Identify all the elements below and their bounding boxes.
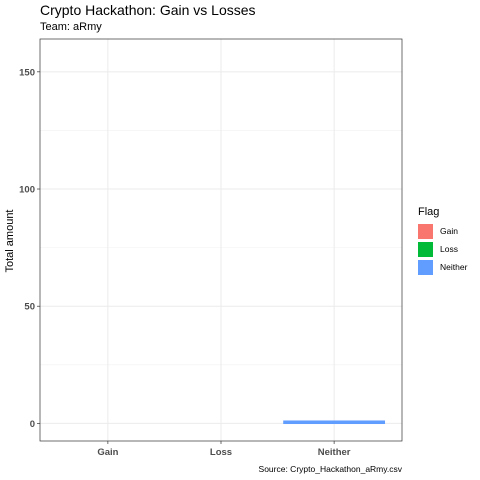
x-tick-label: Loss [210, 447, 232, 458]
legend-item-gain: Gain [418, 222, 467, 240]
chart-subtitle: Team: aRmy [40, 21, 102, 33]
legend-item-loss: Loss [418, 240, 467, 258]
legend-title: Flag [418, 206, 440, 218]
axes: 0 50 100 150 Gain Loss Neither [19, 67, 351, 458]
y-tick-label: 100 [19, 185, 35, 196]
y-tick-label: 150 [19, 67, 35, 78]
bars [283, 420, 386, 425]
chart-title: Crypto Hackathon: Gain vs Losses [40, 2, 256, 18]
legend-label-neither: Neither [440, 262, 468, 272]
legend-item-neither: Neither [418, 258, 467, 276]
x-tick-label: Gain [97, 447, 118, 458]
y-tick-label: 0 [30, 419, 35, 430]
bar-neither [283, 420, 386, 425]
legend: Flag Gain Loss Neither [418, 206, 467, 276]
legend-label-gain: Gain [440, 226, 458, 236]
legend-key-gain [418, 223, 433, 239]
x-tick-label: Neither [318, 447, 351, 458]
y-tick-label: 50 [24, 302, 35, 313]
chart-caption: Source: Crypto_Hackathon_aRmy.csv [258, 464, 402, 474]
legend-label-loss: Loss [440, 244, 458, 254]
legend-key-loss [418, 241, 433, 257]
legend-key-neither [418, 259, 433, 275]
